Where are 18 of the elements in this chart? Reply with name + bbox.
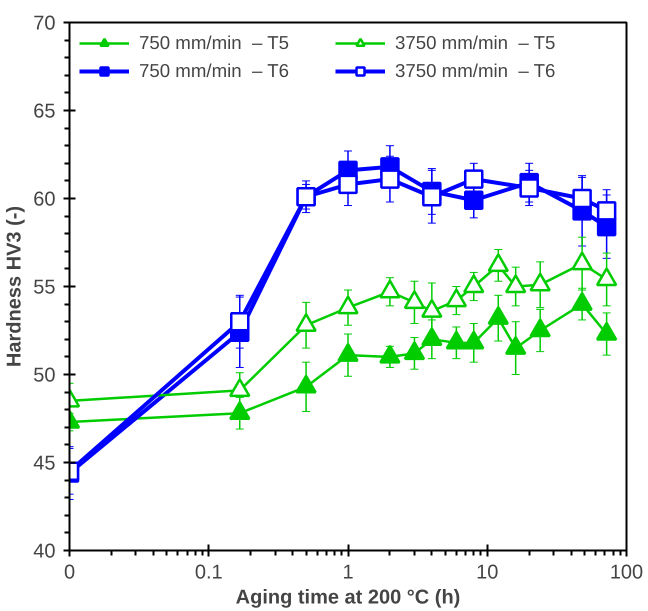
x-tick-label: 0 bbox=[64, 562, 76, 584]
y-tick-label: 70 bbox=[33, 12, 56, 34]
x-axis-title: Aging time at 200 °C (h) bbox=[236, 586, 460, 608]
legend-label: 3750 mm/min – T5 bbox=[395, 32, 556, 54]
x-tick-label: 1 bbox=[342, 562, 354, 584]
x-tick-label: 100 bbox=[610, 562, 644, 584]
y-tick-label: 50 bbox=[33, 364, 56, 386]
legend-label: 750 mm/min – T5 bbox=[139, 32, 290, 54]
y-tick-label: 60 bbox=[33, 188, 56, 210]
y-tick-label: 40 bbox=[33, 540, 56, 562]
legend-label: 3750 mm/min – T6 bbox=[395, 60, 556, 82]
x-tick-label: 0.1 bbox=[194, 562, 223, 584]
y-tick-label: 45 bbox=[33, 452, 56, 474]
y-axis-title: Hardness HV3 (-) bbox=[3, 206, 26, 368]
y-tick-label: 65 bbox=[33, 100, 56, 122]
y-tick-label: 55 bbox=[33, 276, 56, 298]
x-tick-label: 10 bbox=[476, 562, 498, 584]
legend-label: 750 mm/min – T6 bbox=[139, 60, 290, 82]
